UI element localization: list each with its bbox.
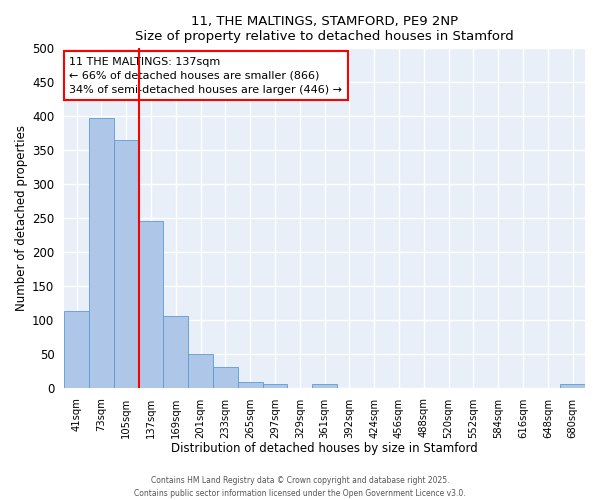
Bar <box>263 384 287 388</box>
Title: 11, THE MALTINGS, STAMFORD, PE9 2NP
Size of property relative to detached houses: 11, THE MALTINGS, STAMFORD, PE9 2NP Size… <box>135 15 514 43</box>
X-axis label: Distribution of detached houses by size in Stamford: Distribution of detached houses by size … <box>171 442 478 455</box>
Bar <box>89 118 114 388</box>
Text: 11 THE MALTINGS: 137sqm
← 66% of detached houses are smaller (866)
34% of semi-d: 11 THE MALTINGS: 137sqm ← 66% of detache… <box>70 57 343 95</box>
Bar <box>213 368 238 388</box>
Text: Contains HM Land Registry data © Crown copyright and database right 2025.
Contai: Contains HM Land Registry data © Crown c… <box>134 476 466 498</box>
Bar <box>139 222 163 388</box>
Bar <box>188 354 213 388</box>
Bar <box>64 311 89 388</box>
Bar <box>163 316 188 388</box>
Bar <box>560 384 585 388</box>
Y-axis label: Number of detached properties: Number of detached properties <box>15 125 28 311</box>
Bar <box>312 384 337 388</box>
Bar <box>238 382 263 388</box>
Bar <box>114 140 139 388</box>
